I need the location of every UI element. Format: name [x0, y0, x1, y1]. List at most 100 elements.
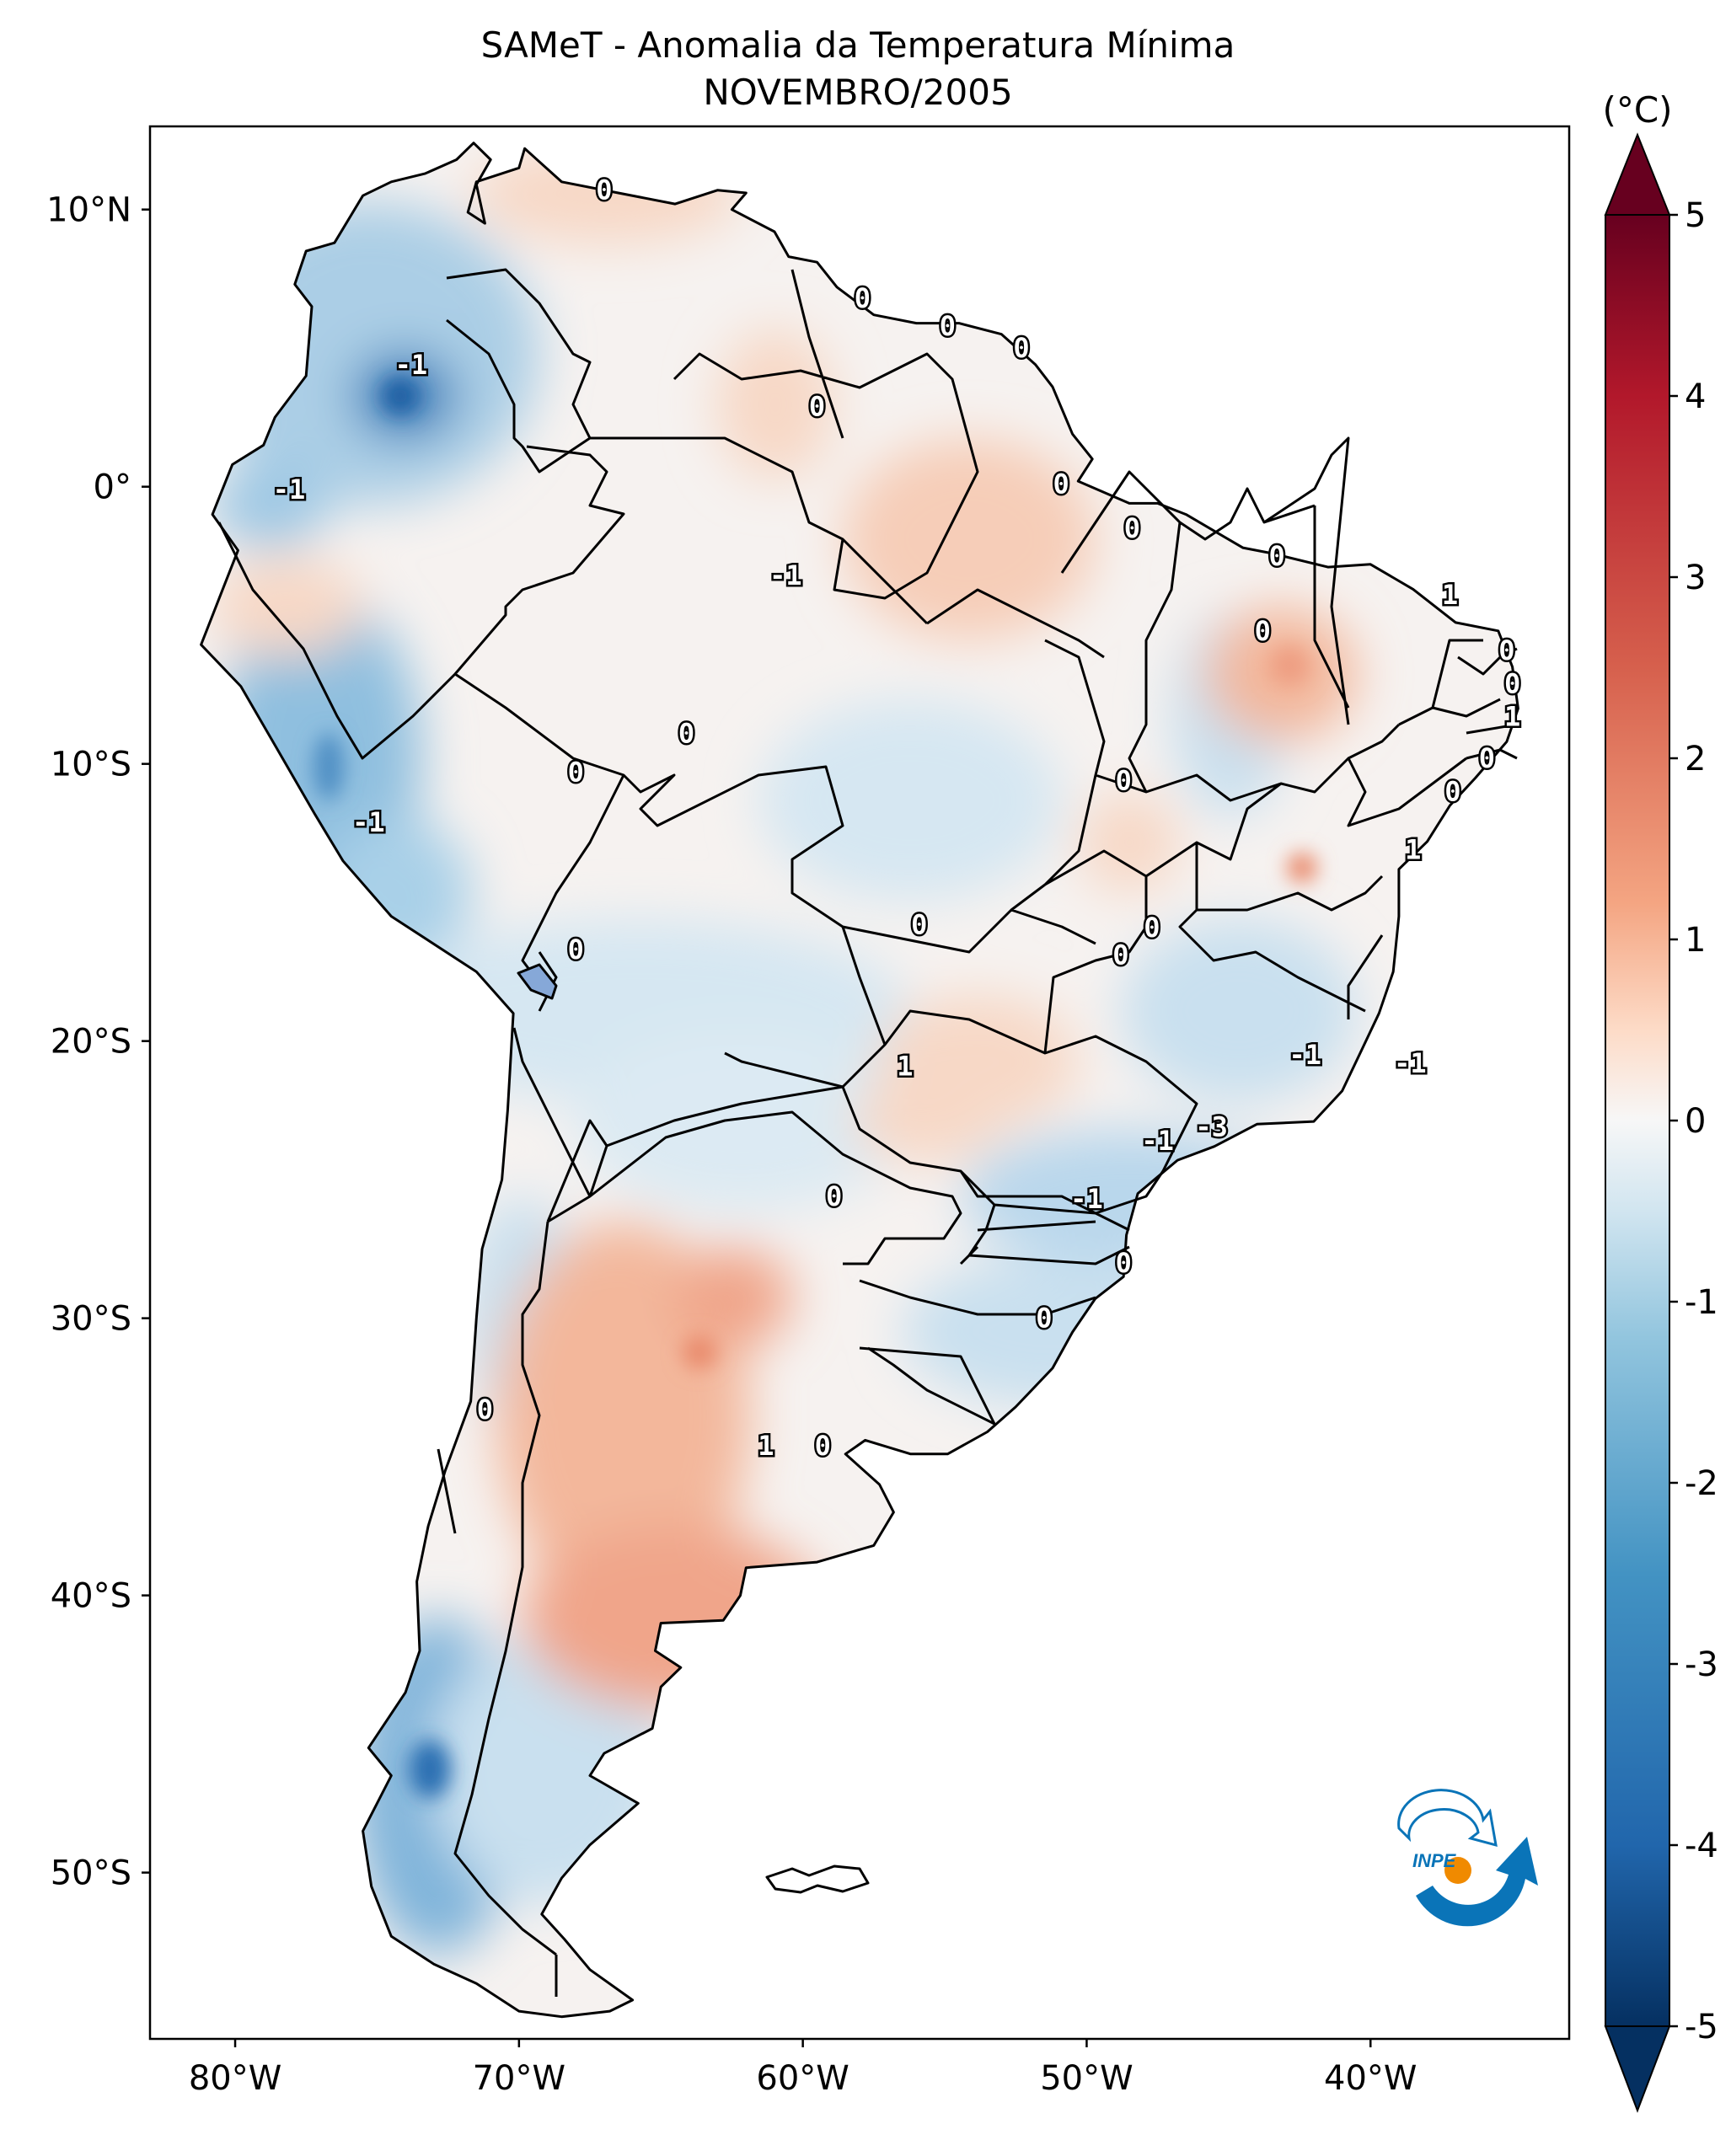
internal-boundaries [217, 268, 1518, 1997]
anomaly-blob [843, 438, 1096, 640]
falkland-islands [765, 1864, 870, 1894]
contour-label: -1 [1070, 1183, 1103, 1215]
colorbar-tick-label: 3 [1685, 559, 1706, 597]
inpe-logo: INPE [1397, 1789, 1538, 1927]
anomaly-blob [851, 1078, 1003, 1163]
contour-label: 0 [1268, 540, 1284, 572]
colorbar-ticks: 5 4 3 2 1 0 -1 -2 -3 -4 -5 [1669, 196, 1718, 2046]
colorbar-tick-label: 2 [1685, 740, 1706, 778]
anomaly-blob [1121, 918, 1357, 1104]
colorbar-tick-label: -3 [1685, 1645, 1718, 1684]
contour-label: 0 [1479, 742, 1495, 774]
colorbar-tick-label: -2 [1685, 1464, 1718, 1503]
anomaly-blob [716, 329, 834, 480]
contour-label: 0 [596, 174, 612, 206]
anomaly-blob [1287, 853, 1317, 883]
contour-label: 0 [1013, 332, 1029, 364]
logo-text: INPE [1412, 1850, 1457, 1871]
colorbar-tick-label: -5 [1685, 2008, 1718, 2046]
contour-label: 0 [855, 282, 871, 314]
anomaly-blob [1079, 792, 1180, 893]
logo-arc [1416, 1837, 1538, 1927]
contour-label: 1 [1504, 701, 1520, 733]
colorbar-tick-label: 0 [1685, 1102, 1706, 1141]
lat-tick-label: 30°S [51, 1300, 131, 1339]
longitude-axis: 80°W 70°W 60°W 50°W 40°W [189, 2039, 1417, 2098]
colorbar-tick-label: -4 [1685, 1827, 1718, 1865]
contour-label: -1 [352, 806, 385, 838]
contour-label: 0 [477, 1394, 493, 1426]
lat-tick-label: 10°S [51, 746, 131, 784]
contour-label: 0 [1498, 634, 1514, 666]
map-title: SAMeT - Anomalia da Temperatura Mínima [481, 24, 1235, 66]
anomaly-blob [674, 1247, 792, 1348]
lat-tick-label: 0° [94, 468, 131, 507]
contour-label: 0 [1144, 912, 1160, 944]
anomaly-blob [758, 699, 1062, 901]
lon-tick-label: 40°W [1324, 2059, 1417, 2098]
anomaly-blob [1269, 645, 1310, 686]
contour-label: -1 [1394, 1047, 1427, 1079]
contour-label: -1 [769, 559, 802, 591]
lon-tick-label: 80°W [189, 2059, 281, 2098]
colorbar-tick-label: -1 [1685, 1283, 1718, 1322]
contour-label: 0 [1504, 667, 1520, 699]
contour-label: 0 [815, 1430, 831, 1462]
contour-label: 0 [809, 390, 825, 422]
contour-label: 1 [758, 1430, 774, 1462]
anomaly-blob [573, 1028, 910, 1213]
contour-label: 0 [1036, 1303, 1052, 1335]
colorbar-tick-label: 1 [1685, 921, 1706, 960]
logo-swirl [1397, 1789, 1498, 1848]
contour-label: 0 [568, 934, 584, 966]
continent-coastline [200, 142, 1519, 2019]
colorbar-extend-max [1604, 132, 1671, 216]
lat-tick-label: 20°S [51, 1023, 131, 1062]
map-frame [148, 125, 1571, 2041]
contour-label: 0 [1116, 1247, 1132, 1279]
map-subtitle: NOVEMBRO/2005 [703, 72, 1012, 113]
contour-label: 0 [911, 908, 927, 940]
colorbar-tick-label: 5 [1685, 196, 1706, 235]
contour-label: 0 [1112, 939, 1128, 971]
contour-label: 0 [826, 1180, 842, 1212]
boundaries [200, 142, 1519, 2019]
anomaly-blob [314, 733, 344, 800]
colorbar-units-label: (°C) [1602, 89, 1672, 131]
colorbar-body [1605, 214, 1670, 2027]
colorbar-tick-label: 4 [1685, 377, 1706, 416]
titicaca-lake [517, 963, 558, 1000]
anomaly-blob [211, 556, 362, 657]
anomaly-blob [409, 1740, 451, 1799]
anomaly-blob [382, 377, 419, 415]
contour-label: 0 [678, 717, 694, 749]
lon-tick-label: 50°W [1040, 2059, 1133, 2098]
lat-tick-label: 10°N [46, 191, 131, 230]
contour-label: 0 [1444, 776, 1460, 808]
contour-label: 1 [897, 1050, 913, 1082]
contour-label: -1 [1141, 1125, 1174, 1157]
latitude-axis: 10°N 0° 10°S 20°S 30°S 40°S 50°S [46, 191, 150, 1893]
contour-label: 0 [940, 310, 956, 342]
contour-label: 0 [1053, 468, 1069, 500]
contour-label: -3 [1195, 1111, 1228, 1143]
contour-label: 0 [1124, 512, 1140, 544]
contour-label: 1 [1442, 579, 1458, 611]
lat-tick-label: 40°S [51, 1577, 131, 1616]
lat-tick-label: 50°S [51, 1854, 131, 1893]
contour-label: 0 [568, 757, 584, 789]
lon-tick-label: 60°W [756, 2059, 849, 2098]
anomaly-blob [683, 1335, 716, 1369]
logo-sun [1444, 1857, 1471, 1884]
colorbar-extend-min [1604, 2025, 1671, 2113]
lon-tick-label: 70°W [473, 2059, 565, 2098]
contour-label: -1 [273, 473, 306, 506]
contour-label: -1 [1289, 1039, 1322, 1071]
colorbar: (°C) 5 4 3 2 1 0 -1 -2 -3 -4 -5 [1602, 89, 1718, 2113]
contour-label: 0 [1116, 764, 1132, 796]
contour-label: 0 [1255, 615, 1271, 647]
contour-label: -1 [395, 349, 428, 381]
